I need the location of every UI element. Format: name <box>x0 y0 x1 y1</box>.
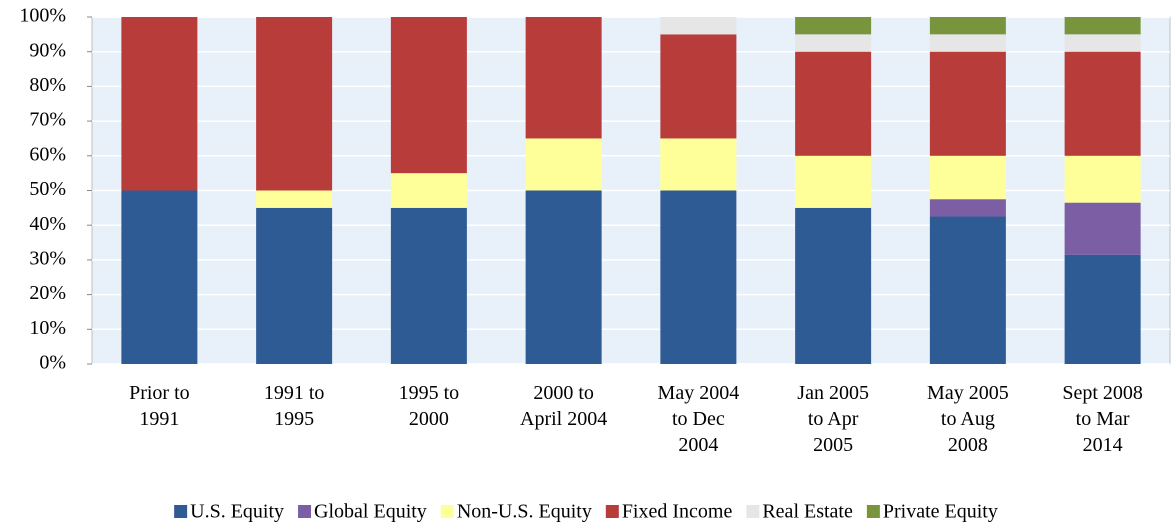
bar-segment <box>1064 254 1141 364</box>
y-tick-label: 10% <box>29 317 66 339</box>
legend-swatch <box>298 505 312 518</box>
legend-label: Fixed Income <box>622 501 733 523</box>
x-tick-label: 1991 to 1995 <box>263 382 325 430</box>
x-tick-label: May 2004 to Dec 2004 <box>657 382 740 456</box>
bar-segment <box>929 155 1006 200</box>
bar-segment <box>929 216 1006 364</box>
bar-segment <box>929 17 1006 35</box>
x-tick-label: Sept 2008 to Mar 2014 <box>1062 382 1143 456</box>
bar-segment <box>390 207 467 364</box>
x-tick-label: Prior to 1991 <box>129 382 190 430</box>
bar-segment <box>795 51 872 156</box>
bar-segment <box>929 199 1006 217</box>
x-tick-label: Jan 2005 to Apr 2005 <box>797 382 869 456</box>
y-tick-label: 70% <box>29 109 66 131</box>
bar-segment <box>256 190 333 208</box>
legend-label: U.S. Equity <box>190 501 284 523</box>
bar-segment <box>256 17 333 191</box>
bar-segment <box>660 17 737 35</box>
bar-segment <box>121 17 198 191</box>
y-tick-label: 60% <box>29 143 66 165</box>
legend-swatch <box>866 505 880 518</box>
bar-segment <box>1064 51 1141 156</box>
legend-label: Non-U.S. Equity <box>457 501 592 523</box>
y-tick-label: 40% <box>29 213 66 235</box>
x-tick-label: 1995 to 2000 <box>398 382 460 430</box>
legend-swatch <box>605 505 619 518</box>
bar-segment <box>1064 155 1141 203</box>
bar-segment <box>660 138 737 191</box>
bar-segment <box>660 190 737 364</box>
bar-segment <box>121 190 198 364</box>
y-tick-label: 100% <box>19 5 66 27</box>
bar-segment <box>1064 17 1141 35</box>
y-tick-label: 30% <box>29 247 66 269</box>
bar-segment <box>1064 34 1141 52</box>
bar-segment <box>929 34 1006 52</box>
x-tick-label: May 2005 to Aug 2008 <box>927 382 1009 456</box>
y-tick-label: 0% <box>39 352 66 374</box>
legend-label: Private Equity <box>883 501 998 523</box>
y-tick-label: 80% <box>29 74 66 96</box>
bar-segment <box>390 173 467 208</box>
bar-segment <box>390 17 467 174</box>
bar-segment <box>525 17 602 139</box>
bar-segment <box>929 51 1006 156</box>
legend-label: Global Equity <box>314 501 427 523</box>
legend-swatch <box>440 505 454 518</box>
bar-segment <box>256 207 333 364</box>
x-tick-label: 2000 to April 2004 <box>520 382 608 430</box>
bar-segment <box>525 190 602 364</box>
y-tick-label: 50% <box>29 178 66 200</box>
y-tick-label: 20% <box>29 282 66 304</box>
bar-segment <box>795 17 872 35</box>
legend-label: Real Estate <box>762 501 853 523</box>
legend-swatch <box>746 505 760 518</box>
bar-segment <box>795 34 872 52</box>
bar-segment <box>795 155 872 208</box>
legend-swatch <box>174 505 188 518</box>
bar-segment <box>525 138 602 191</box>
bar-segment <box>660 34 737 139</box>
bar-segment <box>795 207 872 364</box>
bar-segment <box>1064 202 1141 255</box>
y-tick-label: 90% <box>29 39 66 61</box>
